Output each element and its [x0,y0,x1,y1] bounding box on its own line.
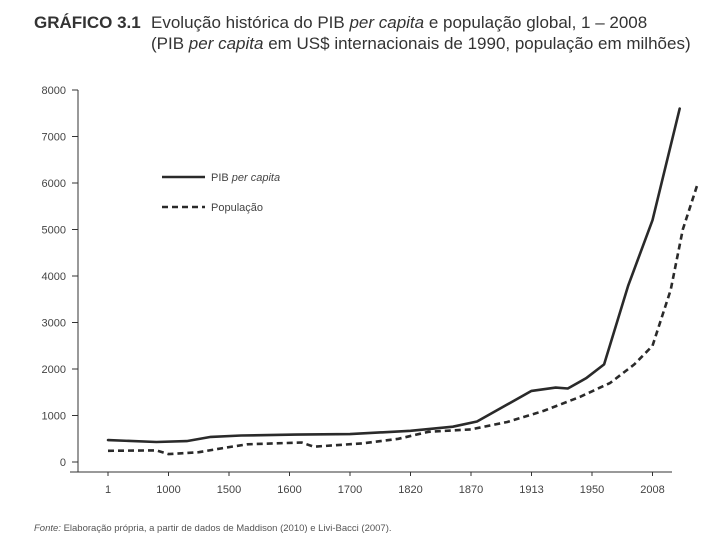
x-tick-label: 1000 [156,484,180,496]
x-tick-label: 1700 [338,484,362,496]
y-tick-label: 3000 [42,318,66,330]
title-text-post: e população global, 1 – 2008 [424,13,648,32]
legend: PIB per capita População [162,172,280,214]
x-ticks: 1 1000 1500 1600 1700 1820 1870 1913 1950 2008 [105,472,665,496]
figure-label: GRÁFICO 3.1 [34,13,141,32]
y-tick-label: 7000 [42,132,66,144]
y-tick-label: 1000 [42,411,66,423]
x-tick-label: 2008 [640,484,664,496]
subtitle-text-pre: (PIB [151,34,189,53]
subtitle-text-em: per capita [188,34,264,53]
legend-label-pib-em: per capita [231,172,280,184]
source-text: Elaboração própria, a partir de dados de… [60,523,392,534]
title-text-em: per capita [349,13,425,32]
y-tick-label: 6000 [42,178,66,190]
chart-title: GRÁFICO 3.1 Evolução histórica do PIB per… [34,12,714,33]
legend-label-pib: PIB per capita [211,172,280,184]
source-label: Fonte: [34,523,61,534]
y-tick-label: 2000 [42,364,66,376]
y-ticks: 0 1000 2000 3000 4000 5000 6000 7000 8000 [42,85,78,469]
y-tick-label: 4000 [42,271,66,283]
subtitle-text-post: em US$ internacionais de 1990, população… [263,34,691,53]
y-tick-label: 8000 [42,85,66,97]
legend-label-pib-pre: PIB [211,172,232,184]
series-line-populacao [107,182,700,456]
y-tick-label: 0 [60,457,66,469]
source-note: Fonte: Elaboração própria, a partir de d… [34,523,392,534]
chart-subtitle: (PIB per capita em US$ internacionais de… [34,33,714,54]
x-tick-label: 1870 [459,484,483,496]
legend-label-populacao: População [211,202,263,214]
series-lines [106,107,700,456]
series-line-pib-per-capita [106,107,681,444]
x-tick-label: 1950 [580,484,604,496]
title-text-pre: Evolução histórica do PIB [151,13,350,32]
x-tick-label: 1820 [398,484,422,496]
x-tick-label: 1500 [217,484,241,496]
y-tick-label: 5000 [42,225,66,237]
x-tick-label: 1 [105,484,111,496]
x-tick-label: 1913 [519,484,543,496]
title-block: GRÁFICO 3.1 Evolução histórica do PIB per… [34,12,714,54]
x-tick-label: 1600 [277,484,301,496]
